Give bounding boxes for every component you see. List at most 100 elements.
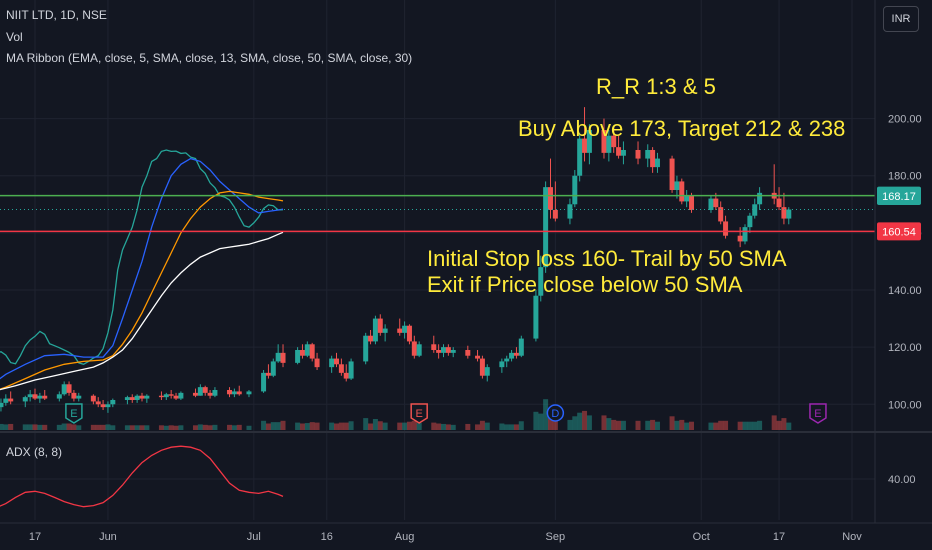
candle-body[interactable] xyxy=(479,358,485,376)
candle-body[interactable] xyxy=(202,387,208,393)
candle-body[interactable] xyxy=(338,364,344,373)
candle-body[interactable] xyxy=(635,150,641,159)
candle-body[interactable] xyxy=(22,397,28,402)
candle-body[interactable] xyxy=(372,318,378,342)
candle-body[interactable] xyxy=(465,350,471,356)
candle-body[interactable] xyxy=(129,397,135,400)
candle-body[interactable] xyxy=(679,181,685,202)
candle-body[interactable] xyxy=(334,358,340,365)
candle-body[interactable] xyxy=(270,361,276,376)
candle-body[interactable] xyxy=(197,387,203,396)
candle-body[interactable] xyxy=(601,130,607,153)
candle-body[interactable] xyxy=(620,150,626,156)
candle-body[interactable] xyxy=(499,361,505,368)
candlesticks[interactable] xyxy=(0,107,792,413)
candle-body[interactable] xyxy=(723,221,729,236)
annotation-stop[interactable]: Initial Stop loss 160- Trail by 50 SMA xyxy=(427,246,787,271)
candle-body[interactable] xyxy=(304,344,310,356)
candle-body[interactable] xyxy=(212,390,218,396)
candle-body[interactable] xyxy=(654,158,660,168)
candle-body[interactable] xyxy=(781,207,787,219)
currency-button[interactable]: INR xyxy=(883,6,919,32)
candle-body[interactable] xyxy=(37,395,43,399)
candle-body[interactable] xyxy=(776,198,782,208)
candle-body[interactable] xyxy=(90,395,96,402)
candle-body[interactable] xyxy=(265,372,271,376)
candle-body[interactable] xyxy=(163,394,169,398)
candle-body[interactable] xyxy=(173,395,179,399)
candle-body[interactable] xyxy=(543,187,549,268)
candle-body[interactable] xyxy=(368,335,374,342)
candle-body[interactable] xyxy=(124,397,130,400)
candle-body[interactable] xyxy=(689,195,695,210)
candle-body[interactable] xyxy=(650,150,656,168)
candle-body[interactable] xyxy=(42,395,48,399)
candle-body[interactable] xyxy=(742,227,748,242)
candle-body[interactable] xyxy=(377,318,383,333)
candle-body[interactable] xyxy=(3,398,9,403)
candle-body[interactable] xyxy=(786,209,792,219)
candle-body[interactable] xyxy=(747,215,753,228)
candle-body[interactable] xyxy=(669,158,675,190)
candle-body[interactable] xyxy=(572,175,578,205)
candle-body[interactable] xyxy=(547,187,553,210)
candle-body[interactable] xyxy=(737,235,743,242)
candle-body[interactable] xyxy=(577,138,583,176)
candle-body[interactable] xyxy=(397,328,403,333)
candle-body[interactable] xyxy=(552,210,558,219)
candle-body[interactable] xyxy=(684,195,690,202)
annotation-exit[interactable]: Exit if Price close below 50 SMA xyxy=(427,272,743,297)
candle-body[interactable] xyxy=(533,295,539,339)
candle-body[interactable] xyxy=(231,391,237,395)
candle-body[interactable] xyxy=(606,135,612,153)
candle-body[interactable] xyxy=(611,135,617,148)
candle-body[interactable] xyxy=(299,350,305,356)
candle-body[interactable] xyxy=(382,328,388,333)
candle-body[interactable] xyxy=(567,204,573,219)
candle-body[interactable] xyxy=(314,358,320,368)
candle-body[interactable] xyxy=(280,352,286,363)
annotations[interactable]: R_R 1:3 & 5 Buy Above 173, Target 212 & … xyxy=(427,74,845,297)
earnings-marker[interactable] xyxy=(809,403,827,424)
candle-body[interactable] xyxy=(144,395,150,399)
candle-body[interactable] xyxy=(509,352,515,359)
horizontal-levels[interactable] xyxy=(0,194,875,233)
candle-body[interactable] xyxy=(348,361,354,379)
candle-body[interactable] xyxy=(105,404,111,408)
candle-body[interactable] xyxy=(236,391,242,395)
candle-body[interactable] xyxy=(8,398,14,402)
candle-body[interactable] xyxy=(402,325,408,333)
candle-body[interactable] xyxy=(227,390,233,395)
candle-body[interactable] xyxy=(139,395,145,399)
candle-body[interactable] xyxy=(295,350,301,363)
candle-body[interactable] xyxy=(246,391,252,395)
earnings-marker[interactable] xyxy=(65,403,83,424)
candle-body[interactable] xyxy=(518,338,524,356)
candle-body[interactable] xyxy=(71,392,77,399)
candle-body[interactable] xyxy=(66,384,72,393)
annotation-rr[interactable]: R_R 1:3 & 5 xyxy=(596,74,716,99)
candle-body[interactable] xyxy=(484,367,490,376)
candle-body[interactable] xyxy=(757,192,763,205)
candle-body[interactable] xyxy=(343,372,349,379)
candle-body[interactable] xyxy=(110,400,116,405)
candle-body[interactable] xyxy=(436,350,442,353)
candle-body[interactable] xyxy=(100,404,106,408)
candle-body[interactable] xyxy=(674,181,680,190)
candle-body[interactable] xyxy=(450,350,456,353)
candle-body[interactable] xyxy=(538,267,544,296)
candle-body[interactable] xyxy=(582,138,588,153)
candle-body[interactable] xyxy=(504,358,510,362)
candle-body[interactable] xyxy=(475,355,481,359)
candle-body[interactable] xyxy=(416,344,422,356)
candle-body[interactable] xyxy=(168,394,174,396)
candle-body[interactable] xyxy=(207,392,213,396)
candle-body[interactable] xyxy=(431,344,437,350)
candle-body[interactable] xyxy=(95,401,101,405)
candle-body[interactable] xyxy=(0,402,4,408)
candle-body[interactable] xyxy=(329,358,335,368)
candle-body[interactable] xyxy=(586,130,592,153)
dividend-marker[interactable] xyxy=(546,404,565,422)
